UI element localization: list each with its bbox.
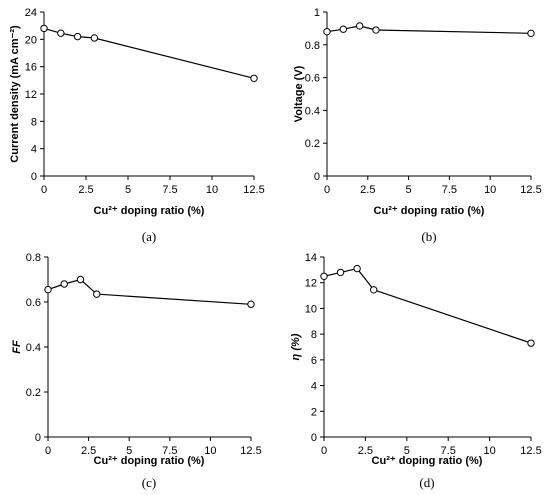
y-tick-label: 0: [314, 171, 320, 183]
y-tick-label: 0: [31, 171, 37, 183]
chart-panel-d: 0 2 4 6 8 10 12 14 0 2.5 5 7.5 10 12.5 Cu²⁺ doping rat…: [290, 252, 542, 490]
y-tick-label: 24: [25, 7, 37, 19]
x-tick-label: 7.5: [442, 184, 457, 196]
x-tick-label: 10: [483, 445, 495, 457]
y-tick-label: 0.4: [26, 342, 41, 354]
x-tick-label: 12.5: [520, 445, 541, 457]
chart-panel-a: 0 4 8 12 16 20 24 0 2.5 5 7.5 10 12.5 Cu²⁺ doping rat…: [9, 7, 265, 244]
data-point: [372, 26, 380, 34]
y-tick-label: 10: [305, 303, 317, 315]
x-axis-label: Cu²⁺ doping ratio (%): [372, 455, 483, 467]
x-tick-label: 10: [204, 445, 216, 457]
y-tick-label: 20: [25, 34, 37, 46]
data-point: [76, 275, 85, 284]
y-tick-label: 0: [35, 432, 41, 444]
y-tick-label: 16: [25, 62, 37, 74]
data-point: [369, 286, 378, 294]
data-point: [73, 32, 82, 41]
y-tick-label: 0: [311, 432, 317, 444]
x-tick-label: 0: [45, 445, 51, 457]
data-point: [90, 34, 99, 42]
y-tick-label: 0.8: [305, 40, 320, 52]
y-tick-label: 0.4: [305, 105, 320, 117]
y-axis-label: FF: [11, 340, 23, 354]
data-point: [339, 25, 348, 33]
series-line: [323, 267, 532, 344]
x-axis-label: Cu²⁺ doping ratio (%): [94, 455, 205, 467]
x-tick-label: 10: [484, 184, 496, 196]
y-tick-label: 0.6: [26, 297, 41, 309]
y-tick-label: 8: [311, 329, 317, 341]
data-point: [40, 24, 48, 33]
x-tick-label: 7.5: [162, 184, 177, 196]
chart-panel-c: 0 0.2 0.4 0.6 0.8 0 2.5 5 7.5 10 12.5 Cu²⁺ doping r…: [11, 252, 262, 490]
x-tick-label: 7.5: [162, 445, 177, 457]
y-tick-label: 0.8: [26, 252, 41, 264]
data-point: [93, 290, 101, 298]
series-line: [47, 278, 252, 305]
x-tick-label: 12.5: [520, 184, 541, 196]
y-tick-label: 0.6: [305, 73, 320, 85]
x-tick-label: 12.5: [240, 445, 261, 457]
data-point: [527, 339, 535, 347]
x-tick-label: 2.5: [358, 445, 373, 457]
data-point: [320, 272, 328, 280]
y-tick-label: 0.2: [305, 138, 320, 150]
y-tick-label: 14: [305, 252, 317, 264]
x-tick-label: 5: [126, 445, 132, 457]
y-axis-label: η (%): [290, 333, 302, 360]
y-tick-label: 1: [314, 7, 320, 19]
y-tick-label: 8: [31, 116, 37, 128]
x-tick-label: 2.5: [81, 445, 96, 457]
x-tick-label: 2.5: [360, 184, 375, 196]
data-point: [527, 29, 535, 38]
panel-label: (a): [142, 229, 156, 244]
panel-label: (d): [419, 475, 434, 490]
panel-label: (b): [421, 229, 436, 244]
data-point: [353, 264, 361, 273]
x-tick-label: 7.5: [441, 445, 456, 457]
y-tick-label: 12: [305, 278, 317, 290]
data-point: [355, 22, 364, 30]
x-tick-label: 12.5: [243, 184, 264, 196]
data-point: [336, 268, 345, 277]
y-tick-label: 4: [31, 144, 37, 156]
x-axis-label: Cu²⁺ doping ratio (%): [94, 205, 205, 217]
data-point: [323, 27, 331, 36]
data-point: [247, 300, 255, 308]
x-tick-label: 0: [321, 445, 327, 457]
x-tick-label: 0: [41, 184, 47, 196]
x-tick-label: 0: [324, 184, 330, 196]
x-tick-label: 5: [125, 184, 131, 196]
panel-label: (c): [142, 475, 156, 490]
y-tick-label: 12: [25, 89, 37, 101]
y-tick-label: 6: [311, 355, 317, 367]
data-point: [60, 280, 68, 288]
data-point: [44, 285, 52, 294]
x-tick-label: 2.5: [78, 184, 93, 196]
data-point: [250, 74, 258, 82]
x-axis-label: Cu²⁺ doping ratio (%): [374, 205, 485, 217]
y-axis-label: Voltage (V): [293, 65, 305, 122]
data-point: [57, 29, 65, 37]
x-tick-label: 5: [406, 184, 412, 196]
y-axis-label: Current density (mA cm⁻²): [9, 25, 21, 163]
x-tick-label: 10: [206, 184, 218, 196]
y-tick-label: 0.2: [26, 387, 41, 399]
y-tick-label: 4: [311, 381, 317, 393]
y-tick-label: 2: [311, 406, 317, 418]
x-tick-label: 5: [404, 445, 410, 457]
